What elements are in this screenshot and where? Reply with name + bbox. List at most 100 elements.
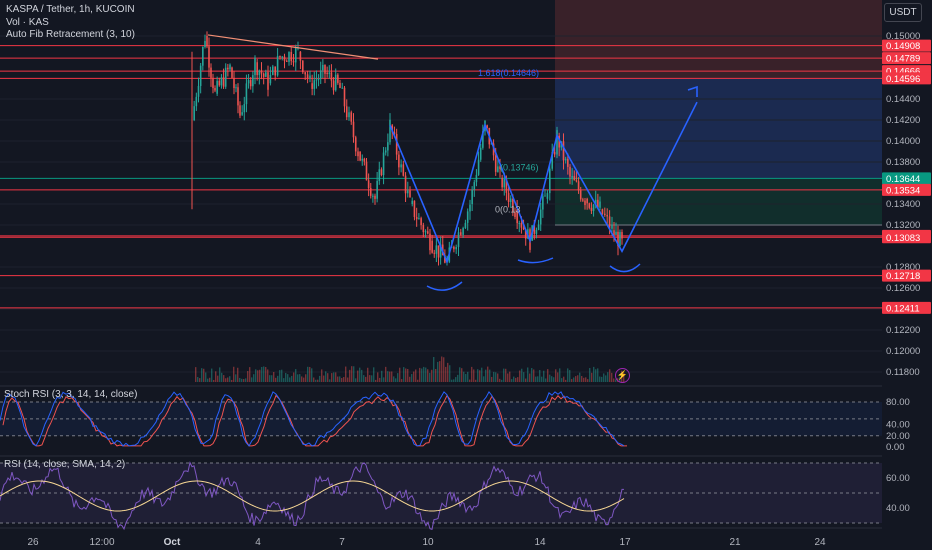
candle-body bbox=[592, 204, 595, 211]
candle-body bbox=[553, 152, 556, 155]
price-badge bbox=[882, 52, 931, 65]
candle-body bbox=[586, 198, 588, 204]
volume-bar bbox=[395, 378, 397, 382]
candle-body bbox=[406, 190, 409, 194]
candle-body bbox=[455, 247, 457, 250]
volume-bar bbox=[417, 379, 419, 382]
candle-body bbox=[369, 188, 372, 196]
volume-bar bbox=[207, 378, 209, 382]
candle-body bbox=[317, 78, 320, 80]
volume-bar bbox=[291, 375, 293, 382]
volume-bar bbox=[345, 366, 347, 382]
volume-bar bbox=[203, 368, 205, 382]
candle-body bbox=[237, 87, 239, 106]
volume-bar bbox=[449, 365, 451, 382]
candle-body bbox=[245, 83, 248, 105]
candle-body bbox=[378, 169, 381, 181]
pattern-arc bbox=[517, 257, 554, 264]
volume-bar bbox=[409, 376, 411, 382]
pattern-arc bbox=[426, 281, 463, 291]
candle-body bbox=[387, 142, 389, 151]
volume-bar bbox=[319, 375, 321, 382]
volume-bar bbox=[439, 361, 441, 382]
candle-body bbox=[195, 96, 198, 107]
volume-bar bbox=[527, 367, 529, 382]
candle-body bbox=[409, 190, 411, 198]
volume-bar bbox=[237, 367, 239, 382]
candle-body bbox=[444, 255, 446, 263]
rsi-line bbox=[0, 461, 625, 531]
volume-bar bbox=[267, 369, 269, 382]
candle-body bbox=[265, 72, 267, 77]
candle-body bbox=[404, 175, 407, 194]
volume-bar bbox=[223, 375, 225, 382]
candle-body bbox=[411, 200, 414, 204]
stoch-rsi-label[interactable]: Stoch RSI (3, 3, 14, 14, close) bbox=[4, 389, 138, 400]
volume-bar bbox=[537, 376, 539, 382]
candle-body bbox=[462, 228, 464, 235]
candle-body bbox=[464, 222, 467, 229]
candle-body bbox=[473, 182, 476, 190]
rsi-label[interactable]: RSI (14, close, SMA, 14, 2) bbox=[4, 459, 126, 470]
candle-body bbox=[311, 83, 313, 89]
price-badge-label: 0.12718 bbox=[886, 271, 920, 282]
volume-bar bbox=[603, 373, 605, 382]
volume-bar bbox=[473, 369, 475, 382]
candle-body bbox=[382, 152, 385, 176]
candle-body bbox=[262, 73, 265, 77]
price-badge-label: 0.14789 bbox=[886, 54, 920, 65]
volume-bar bbox=[415, 369, 417, 382]
candle-body bbox=[334, 74, 337, 91]
volume-bar bbox=[519, 370, 521, 382]
time-tick: 21 bbox=[729, 537, 741, 548]
volume-bar bbox=[587, 379, 589, 382]
symbol-title[interactable]: KASPA / Tether, 1h, KUCOIN bbox=[6, 4, 135, 15]
price-tick: 0.12200 bbox=[886, 325, 920, 336]
stoch-tick: 0.00 bbox=[886, 442, 905, 453]
candle-body bbox=[617, 231, 619, 247]
currency-button[interactable]: USDT bbox=[884, 3, 922, 22]
candle-body bbox=[389, 119, 391, 143]
volume-bar bbox=[311, 368, 313, 382]
price-badge-label: 0.14596 bbox=[886, 74, 920, 85]
candle-body bbox=[439, 244, 442, 258]
candle-body bbox=[267, 72, 269, 90]
candle-body bbox=[384, 150, 387, 153]
volume-bar bbox=[601, 376, 603, 382]
volume-bar bbox=[367, 367, 369, 382]
volume-bar bbox=[301, 376, 303, 382]
volume-bar bbox=[427, 369, 429, 382]
candle-body bbox=[490, 143, 493, 145]
volume-bar bbox=[205, 372, 207, 382]
stoch-k-line bbox=[0, 390, 625, 447]
candle-body bbox=[516, 209, 518, 224]
volume-bar bbox=[553, 377, 555, 382]
volume-bar bbox=[199, 378, 201, 382]
volume-bar bbox=[299, 374, 301, 382]
volume-bar bbox=[373, 367, 375, 382]
candle-body bbox=[345, 106, 348, 118]
lightning-icon[interactable]: ⚡ bbox=[615, 368, 630, 383]
volume-bar bbox=[351, 366, 353, 382]
candle-body bbox=[233, 77, 235, 89]
volume-bar bbox=[469, 379, 471, 382]
volume-bar bbox=[429, 372, 431, 382]
fib-indicator-legend[interactable]: Auto Fib Retracement (3, 10) bbox=[6, 29, 135, 40]
price-badge-label: 0.14908 bbox=[886, 41, 920, 52]
volume-bar bbox=[251, 377, 253, 382]
candle-body bbox=[204, 41, 206, 48]
candle-body bbox=[503, 179, 506, 188]
volume-bar bbox=[489, 369, 491, 382]
volume-legend[interactable]: Vol · KAS bbox=[6, 17, 49, 28]
candle-body bbox=[582, 199, 584, 201]
candle-body bbox=[202, 47, 204, 66]
candle-body bbox=[288, 52, 290, 62]
volume-bar bbox=[493, 371, 495, 382]
candle-body bbox=[512, 198, 514, 213]
candle-body bbox=[343, 87, 346, 107]
projection-path bbox=[389, 101, 698, 265]
candle-body bbox=[611, 225, 613, 229]
volume-bar bbox=[347, 377, 349, 382]
volume-bar bbox=[569, 370, 571, 382]
